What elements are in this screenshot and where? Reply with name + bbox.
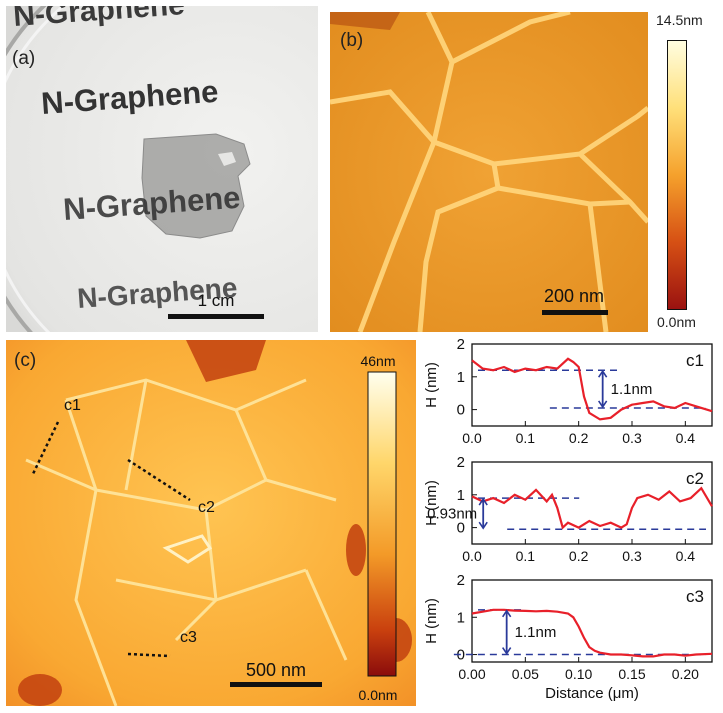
y-tick-label: 1 — [457, 609, 465, 626]
step-height-label: 1.1nm — [515, 624, 557, 641]
panel-b-label: (b) — [340, 30, 364, 51]
y-tick-label: 1 — [457, 369, 465, 386]
step-height-label: 0.93nm — [427, 506, 477, 523]
profile-label: c2 — [686, 469, 704, 488]
afm-image-b: 200 nm — [330, 12, 648, 332]
profile-lines — [30, 421, 191, 658]
x-tick-label: 0.1 — [516, 548, 536, 564]
colorbar-b — [667, 40, 687, 310]
profile-line-c1 — [30, 421, 60, 477]
profile-curve-c1 — [471, 357, 713, 421]
profile-curve-c2 — [471, 486, 713, 530]
profile-line-c2 — [127, 458, 191, 502]
x-tick-label: 0.20 — [672, 666, 699, 682]
panel-a-photo: N-Graphene N-Graphene N-Graphene N-Graph… — [6, 6, 318, 332]
profile-label: c1 — [686, 351, 704, 370]
x-tick-label: 0.1 — [516, 430, 536, 446]
arrow-head-top — [598, 369, 608, 378]
x-tick-label: 0.4 — [676, 430, 696, 446]
x-tick-label: 0.2 — [569, 548, 589, 564]
y-axis-label: H (nm) — [423, 480, 440, 526]
x-tick-label: 0.2 — [569, 430, 589, 446]
profile-label: c3 — [686, 587, 704, 606]
panel-c-label: (c) — [14, 350, 37, 371]
plot-frame — [471, 461, 713, 545]
panel-c-afm: c1 c2 c3 500 nm 46nm 0.0nm (c) — [6, 340, 416, 706]
arrow-head-top — [478, 497, 488, 506]
profile-curve-c3 — [471, 608, 713, 658]
x-axis-label: Distance (μm) — [545, 685, 639, 702]
plot-frame — [471, 579, 713, 663]
y-tick-label: 2 — [457, 572, 465, 589]
panel-a-label: (a) — [12, 48, 36, 69]
profile-label-c1: c1 — [64, 397, 81, 414]
scale-bar-b — [542, 310, 608, 315]
y-tick-label: 0 — [457, 520, 465, 537]
scale-bar-c-label: 500 nm — [246, 660, 306, 680]
x-tick-label: 0.00 — [458, 666, 485, 682]
colorbar-b-min: 0.0nm — [657, 314, 696, 330]
x-tick-label: 0.15 — [618, 666, 645, 682]
afm-image-c: c1 c2 c3 500 nm 46nm 0.0nm — [6, 340, 416, 706]
colorbar-c-min: 0.0nm — [359, 687, 398, 703]
profile-chart-c2: 0 1 2 0.0 0.1 0.2 0.3 0.4 H (nm)0.93nm c2 — [423, 454, 713, 564]
y-axis-label: H (nm) — [423, 362, 440, 408]
x-tick-label: 0.3 — [622, 548, 642, 564]
x-tick-label: 0.0 — [462, 548, 482, 564]
arrow-head-bottom — [478, 521, 488, 530]
height-profiles: 0 1 2 0.0 0.1 0.2 0.3 0.4 H (nm) 1.1nm c1 0 1 2 0.0 0.1… — [423, 338, 713, 702]
scale-bar-a — [168, 314, 264, 319]
profile-chart-c1: 0 1 2 0.0 0.1 0.2 0.3 0.4 H (nm) 1.1nm c1 — [423, 338, 713, 446]
grain-boundaries-b — [330, 12, 648, 332]
colorbar-b-max: 14.5nm — [656, 12, 703, 28]
profile-label-c3: c3 — [180, 629, 197, 646]
y-tick-label: 2 — [457, 454, 465, 471]
x-tick-label: 0.4 — [676, 548, 696, 564]
grain-boundaries-c — [25, 378, 348, 706]
scale-bar-a-label: 1 cm — [198, 291, 235, 310]
y-tick-label: 2 — [457, 338, 465, 353]
petri-dish-photo: N-Graphene N-Graphene N-Graphene N-Graph… — [6, 6, 318, 332]
arrow-head-bottom — [502, 647, 512, 655]
x-tick-label: 0.05 — [512, 666, 539, 682]
x-tick-label: 0.3 — [622, 430, 642, 446]
x-tick-label: 0.10 — [565, 666, 592, 682]
y-tick-label: 1 — [457, 487, 465, 504]
y-tick-label: 0 — [457, 402, 465, 419]
x-tick-label: 0.0 — [462, 430, 482, 446]
colorbar-c-max: 46nm — [360, 353, 395, 369]
y-axis-label: H (nm) — [423, 598, 440, 644]
panel-b-afm: 200 nm (b) — [330, 12, 648, 332]
profile-label-c2: c2 — [198, 499, 215, 516]
arrow-head-top — [502, 609, 512, 618]
plot-frame — [471, 343, 713, 427]
arrow-head-bottom — [598, 400, 608, 409]
scale-bar-c — [230, 682, 322, 687]
colorbar-c — [367, 371, 397, 677]
scale-bar-b-label: 200 nm — [544, 286, 604, 306]
profile-line-c3 — [127, 652, 171, 658]
step-height-label: 1.1nm — [611, 381, 653, 398]
